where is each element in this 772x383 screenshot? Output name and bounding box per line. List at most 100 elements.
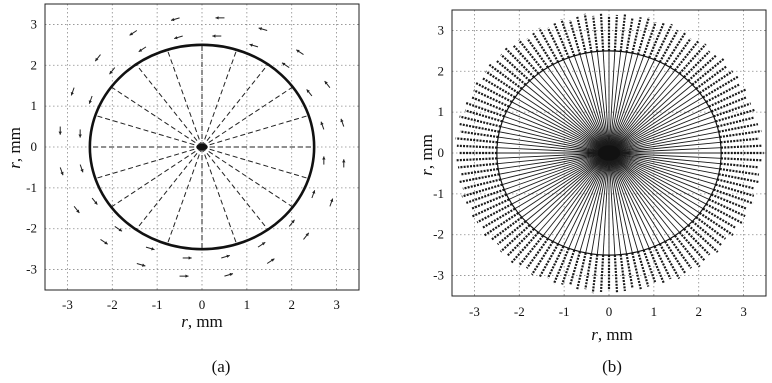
ray-outer-b	[500, 53, 531, 82]
ray-outer-b	[658, 29, 679, 63]
ray-outer-b	[546, 27, 565, 61]
ray-inner-b	[596, 152, 610, 255]
ray-inner-b	[608, 152, 656, 247]
ray-outer-b	[711, 193, 748, 210]
ray-inner-b	[608, 152, 722, 159]
y-tick-label-b: -1	[433, 186, 444, 201]
ray-inner-b	[557, 152, 610, 245]
ray-inner-b	[608, 73, 680, 154]
ray-inner-b	[608, 152, 707, 205]
ray-outer-b	[699, 70, 734, 94]
arrow-head-a	[320, 121, 324, 126]
ray-inner-b	[562, 152, 610, 247]
arrow-head-a	[212, 34, 216, 38]
x-tick-label-a: -2	[107, 297, 118, 312]
arrow-head-a	[118, 228, 123, 232]
x-tick-label-a: 2	[288, 297, 295, 312]
ray-inner-b	[514, 96, 610, 154]
ray-inner-b	[608, 152, 633, 254]
ray-inner-b	[596, 51, 610, 154]
ray-inner-b	[608, 152, 671, 239]
ray-outer-b	[476, 203, 513, 224]
ray-inner-b	[511, 101, 610, 154]
ray-inner-b	[521, 88, 610, 154]
y-tick-label-b: -3	[433, 268, 444, 283]
ray-inner-b	[608, 141, 721, 154]
ray-inner-b	[608, 121, 716, 154]
ray-outer-b	[702, 75, 740, 99]
ray-inner-b	[585, 52, 610, 154]
ray-outer-b	[708, 88, 747, 108]
ray-outer-b	[553, 23, 570, 59]
ray-inner-b	[602, 152, 610, 256]
arrow-head-a	[88, 100, 92, 104]
ray-outer-b	[471, 96, 507, 113]
ray-outer-b	[695, 216, 727, 240]
ray-outer-b	[669, 238, 693, 269]
ray-inner-b	[608, 152, 697, 218]
ray-outer-b	[642, 21, 657, 57]
arrow-head-a	[80, 168, 84, 173]
ray-a	[135, 146, 203, 230]
ray-inner-b	[497, 152, 610, 165]
x-tick-label-a: 3	[333, 297, 340, 312]
ray-outer-b	[636, 251, 650, 287]
ray-outer-b	[683, 50, 711, 78]
ray-outer-b	[526, 37, 549, 68]
arrow-head-a	[138, 48, 143, 52]
arrow-head-a	[305, 232, 309, 237]
ray-a	[95, 114, 203, 148]
arrow-head-a	[95, 57, 99, 62]
ray-outer-b	[648, 22, 665, 59]
arrow-head-a	[342, 159, 346, 163]
ray-outer-b	[718, 173, 760, 184]
arrow-head-a	[76, 209, 80, 213]
ray-inner-b	[608, 106, 710, 154]
ray-inner-b	[504, 115, 610, 154]
y-tick-label-b: 2	[438, 63, 445, 78]
ray-outer-b	[674, 234, 701, 268]
ray-outer-b	[678, 43, 707, 75]
ray-inner-b	[608, 152, 639, 252]
ray-inner-b	[608, 67, 671, 154]
arrow-head-a	[296, 49, 300, 53]
y-tick-label-a: 3	[31, 16, 38, 31]
ray-a	[201, 146, 294, 208]
ray-outer-b	[459, 122, 500, 133]
ray-inner-b	[500, 152, 610, 180]
ray-inner-b	[538, 73, 610, 154]
ray-outer-b	[658, 243, 681, 280]
ray-outer-b	[653, 245, 672, 280]
ray-inner-b	[579, 152, 610, 252]
arrow-head-a	[249, 43, 253, 47]
ray-outer-b	[455, 137, 498, 144]
ray-inner-b	[579, 54, 610, 154]
ray-a	[201, 114, 309, 148]
ray-inner-b	[498, 136, 610, 154]
ray-a	[201, 146, 269, 230]
ray-outer-b	[471, 198, 510, 218]
ray-inner-b	[508, 152, 610, 200]
ray-a	[110, 146, 203, 208]
ray-inner-b	[533, 152, 610, 230]
ray-outer-b	[569, 251, 582, 286]
ray-outer-b	[599, 13, 605, 52]
ray-outer-b	[456, 144, 498, 149]
ray-inner-b	[591, 152, 610, 254]
ray-a	[201, 49, 238, 148]
y-tick-label-a: -1	[26, 180, 37, 195]
ray-inner-b	[608, 152, 689, 226]
ray-outer-b	[583, 13, 593, 53]
ray-outer-b	[473, 89, 510, 108]
ray-inner-b	[499, 152, 610, 175]
ray-outer-b	[720, 157, 763, 162]
ray-inner-b	[608, 115, 714, 154]
ray-outer-b	[525, 238, 549, 269]
panel-a: -3 -2 -1 0 1 2 3 -3 -2 -1 0 1 2 3 r, mm r, mm (a)	[5, 3, 360, 376]
ray-outer-b	[642, 249, 657, 284]
ray-outer-b	[619, 13, 627, 52]
ray-inner-b	[608, 52, 627, 154]
ray-inner-b	[608, 51, 622, 154]
ray-outer-b	[485, 70, 519, 94]
ray-outer-b	[720, 137, 760, 144]
